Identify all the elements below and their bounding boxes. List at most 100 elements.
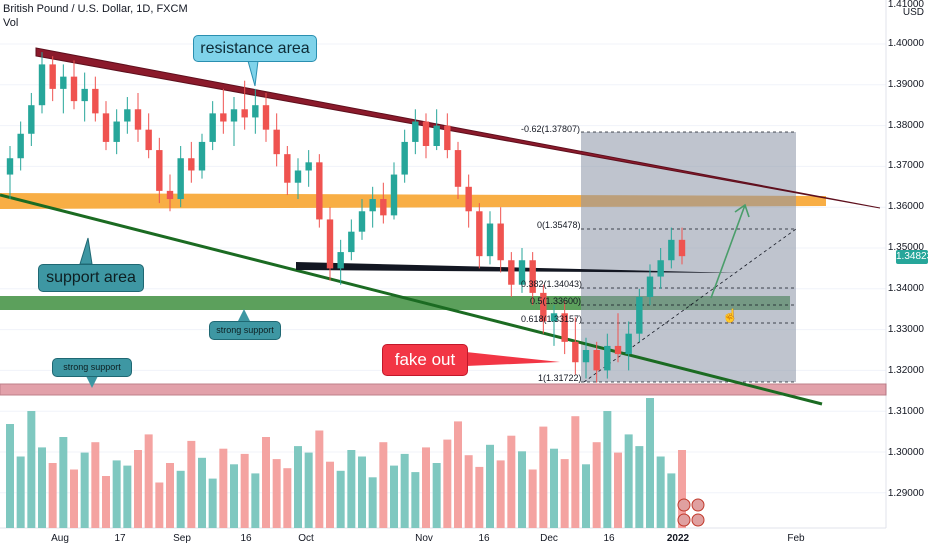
price-unit: USD (902, 7, 924, 18)
volume-bar (304, 452, 313, 528)
candle (220, 88, 227, 134)
support-trendline[interactable] (0, 193, 823, 406)
candle (316, 154, 323, 228)
candle (252, 88, 259, 134)
volume-bar (507, 435, 516, 528)
volume-bar (294, 446, 302, 528)
volume-bar (347, 450, 356, 528)
volume-bar (411, 472, 420, 528)
strong-support-callout-2[interactable]: strong support (52, 358, 132, 377)
candle (113, 109, 120, 155)
volume-bar (187, 440, 196, 528)
price-tick: 1.29000 (887, 488, 924, 499)
volume-bar (368, 477, 377, 528)
volume-bar (16, 456, 25, 528)
price-tick: 1.36000 (887, 201, 924, 212)
volume-bar (539, 426, 548, 528)
price-tick: 1.39000 (887, 79, 924, 90)
support-pointer (79, 237, 93, 265)
candle (6, 146, 14, 200)
candle (134, 92, 142, 142)
volume-bar (571, 416, 580, 528)
candle (326, 207, 334, 281)
resistance-trendline[interactable] (35, 47, 881, 209)
candle (678, 227, 686, 265)
candle (486, 211, 494, 265)
fib-label-05: 0.5(1.33600) (530, 296, 582, 306)
volume-bar (560, 459, 569, 528)
candle (433, 109, 440, 151)
candle (582, 337, 590, 379)
time-tick: Sep (173, 533, 191, 544)
candle (412, 109, 419, 155)
candle (262, 92, 270, 142)
candle (380, 182, 387, 224)
volume-bar (390, 465, 398, 528)
volume-bar (379, 442, 388, 528)
candle (188, 141, 195, 183)
volume-bar (230, 464, 238, 528)
candle (284, 146, 291, 195)
candle (518, 248, 526, 293)
volume-bar (123, 465, 132, 528)
volume-bar (678, 450, 686, 528)
volume-bar (48, 463, 57, 528)
volume-bar (219, 448, 228, 528)
price-tick: 1.31000 (887, 406, 924, 417)
price-tick: 1.32000 (887, 365, 924, 376)
candle (476, 203, 483, 269)
candle (497, 207, 504, 273)
strong-support-callout-1[interactable]: strong support (209, 321, 281, 340)
candle (636, 288, 643, 342)
candle (49, 56, 56, 102)
price-tick: 1.40000 (887, 38, 924, 49)
strong-support-2-pointer (86, 376, 98, 388)
candle (454, 141, 462, 200)
volume-bar (112, 460, 121, 528)
red-strong-support-band[interactable] (0, 383, 887, 396)
candle (81, 72, 88, 122)
price-tick: 1.41000 (887, 0, 924, 10)
candle (465, 174, 472, 228)
black-level-line[interactable] (296, 262, 740, 273)
flag-icons (677, 498, 705, 527)
candle (60, 64, 67, 114)
current-price-label: 1.34823 (896, 250, 932, 264)
volume-bar (198, 457, 206, 528)
volume-bar (272, 459, 281, 528)
candle (369, 186, 376, 228)
candle (241, 80, 248, 130)
fib-trend-line (583, 228, 797, 383)
candle (358, 199, 366, 240)
volume-bar (667, 473, 676, 528)
candle (92, 76, 99, 122)
volume-bar (80, 452, 89, 528)
fib-label-0: 0(1.35478) (537, 220, 581, 230)
strong-support-1-pointer (238, 309, 250, 321)
fib-label-0618: 0.618(1.33157) (521, 314, 583, 324)
volume-bar (102, 476, 110, 528)
candle (508, 252, 515, 297)
time-tick: Aug (51, 533, 69, 544)
candle (614, 313, 622, 363)
candle (604, 333, 611, 379)
resistance-area-callout[interactable]: resistance area (193, 35, 317, 62)
candle (166, 174, 174, 212)
resistance-pointer (247, 60, 259, 87)
price-tick: 1.34000 (887, 283, 924, 294)
candle (337, 239, 344, 285)
candle (529, 252, 536, 306)
fake-out-callout[interactable]: fake out (382, 344, 468, 376)
candle (156, 137, 163, 204)
volume-bar (240, 453, 249, 528)
volume-bar (518, 451, 526, 528)
candle (70, 60, 78, 110)
volume-bar (486, 444, 494, 528)
volume-bar (358, 456, 366, 528)
fib-label-0382: 0.382(1.34043) (521, 279, 583, 289)
support-area-callout[interactable]: support area (38, 264, 144, 292)
fib-retracement-box[interactable] (581, 132, 796, 382)
volume-bar (315, 430, 324, 528)
volume-bar (635, 446, 644, 528)
